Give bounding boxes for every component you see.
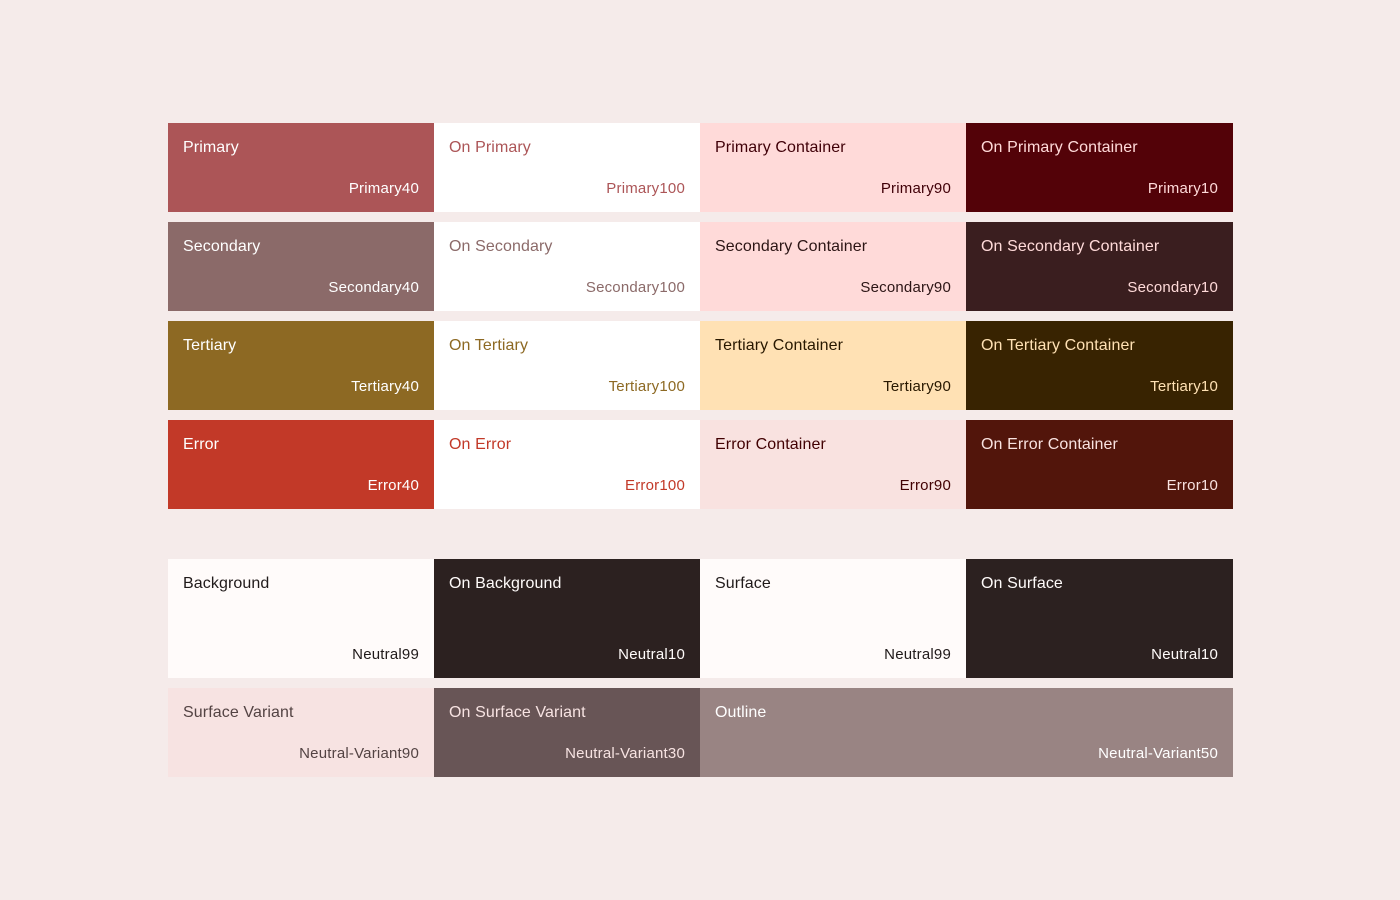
swatch-name: On Surface Variant: [449, 704, 586, 721]
swatch-tone: Tertiary10: [1150, 378, 1218, 395]
swatch-tone: Secondary90: [860, 279, 951, 296]
swatch-background: Background Neutral99: [168, 559, 434, 678]
swatch-name: On Tertiary: [449, 337, 529, 354]
swatch-tone: Primary10: [1147, 180, 1218, 197]
swatch-on-error-container: On Error Container Error10: [966, 420, 1233, 509]
swatch-name: On Tertiary Container: [981, 337, 1135, 354]
swatch-secondary-container: Secondary Container Secondary90: [700, 222, 966, 311]
swatch-name: Error Container: [715, 436, 826, 453]
swatch-tone: Secondary100: [585, 279, 685, 296]
swatch-name: Error: [183, 436, 220, 453]
swatch-tone: Primary100: [606, 180, 685, 197]
swatch-on-primary-container: On Primary Container Primary10: [966, 123, 1233, 212]
swatch-tone: Secondary10: [1127, 279, 1218, 296]
swatch-tone: Neutral-Variant30: [565, 745, 685, 762]
tonal-swatch-grid: Primary Primary40 On Primary Primary100 Prim…: [168, 123, 1233, 509]
swatch-name: Primary Container: [715, 139, 846, 156]
swatch-name: Background: [183, 575, 270, 592]
swatch-name: Surface: [715, 575, 771, 592]
swatch-primary: Primary Primary40: [168, 123, 434, 212]
swatch-tone: Tertiary90: [883, 378, 951, 395]
swatch-tone: Neutral99: [884, 646, 951, 663]
swatch-name: On Primary: [449, 139, 531, 156]
neutral-swatch-grid: Background Neutral99 On Background Neutral1…: [168, 559, 1233, 777]
swatch-name: Secondary: [183, 238, 261, 255]
swatch-tone: Error40: [367, 477, 419, 494]
swatch-tone: Secondary40: [328, 279, 419, 296]
swatch-name: On Error Container: [981, 436, 1118, 453]
swatch-tone: Primary90: [880, 180, 951, 197]
swatch-name: On Secondary: [449, 238, 553, 255]
swatch-surface-variant: Surface Variant Neutral-Variant90: [168, 688, 434, 777]
swatch-surface: Surface Neutral99: [700, 559, 966, 678]
color-palette: Primary Primary40 On Primary Primary100 Prim…: [168, 123, 1233, 777]
swatch-on-secondary-container: On Secondary Container Secondary10: [966, 222, 1233, 311]
swatch-name: Surface Variant: [183, 704, 294, 721]
swatch-tone: Error90: [899, 477, 951, 494]
swatch-name: On Background: [449, 575, 562, 592]
swatch-name: On Error: [449, 436, 512, 453]
swatch-tone: Tertiary40: [351, 378, 419, 395]
swatch-name: Primary: [183, 139, 239, 156]
swatch-name: Outline: [715, 704, 767, 721]
swatch-tone: Neutral10: [618, 646, 685, 663]
swatch-name: On Secondary Container: [981, 238, 1160, 255]
swatch-name: Tertiary Container: [715, 337, 844, 354]
swatch-name: On Surface: [981, 575, 1063, 592]
swatch-on-tertiary-container: On Tertiary Container Tertiary10: [966, 321, 1233, 410]
swatch-on-surface-variant: On Surface Variant Neutral-Variant30: [434, 688, 700, 777]
swatch-on-background: On Background Neutral10: [434, 559, 700, 678]
swatch-tone: Error100: [625, 477, 685, 494]
swatch-error: Error Error40: [168, 420, 434, 509]
swatch-on-error: On Error Error100: [434, 420, 700, 509]
swatch-primary-container: Primary Container Primary90: [700, 123, 966, 212]
swatch-outline: Outline Neutral-Variant50: [700, 688, 1233, 777]
swatch-name: Tertiary: [183, 337, 237, 354]
swatch-tone: Neutral-Variant50: [1098, 745, 1218, 762]
swatch-error-container: Error Container Error90: [700, 420, 966, 509]
swatch-on-tertiary: On Tertiary Tertiary100: [434, 321, 700, 410]
swatch-on-surface: On Surface Neutral10: [966, 559, 1233, 678]
swatch-on-secondary: On Secondary Secondary100: [434, 222, 700, 311]
swatch-name: On Primary Container: [981, 139, 1138, 156]
swatch-tertiary: Tertiary Tertiary40: [168, 321, 434, 410]
swatch-tone: Neutral-Variant90: [299, 745, 419, 762]
swatch-name: Secondary Container: [715, 238, 868, 255]
swatch-tone: Tertiary100: [608, 378, 685, 395]
swatch-tertiary-container: Tertiary Container Tertiary90: [700, 321, 966, 410]
swatch-on-primary: On Primary Primary100: [434, 123, 700, 212]
swatch-secondary: Secondary Secondary40: [168, 222, 434, 311]
swatch-tone: Neutral99: [352, 646, 419, 663]
swatch-tone: Error10: [1166, 477, 1218, 494]
swatch-tone: Neutral10: [1151, 646, 1218, 663]
swatch-tone: Primary40: [348, 180, 419, 197]
